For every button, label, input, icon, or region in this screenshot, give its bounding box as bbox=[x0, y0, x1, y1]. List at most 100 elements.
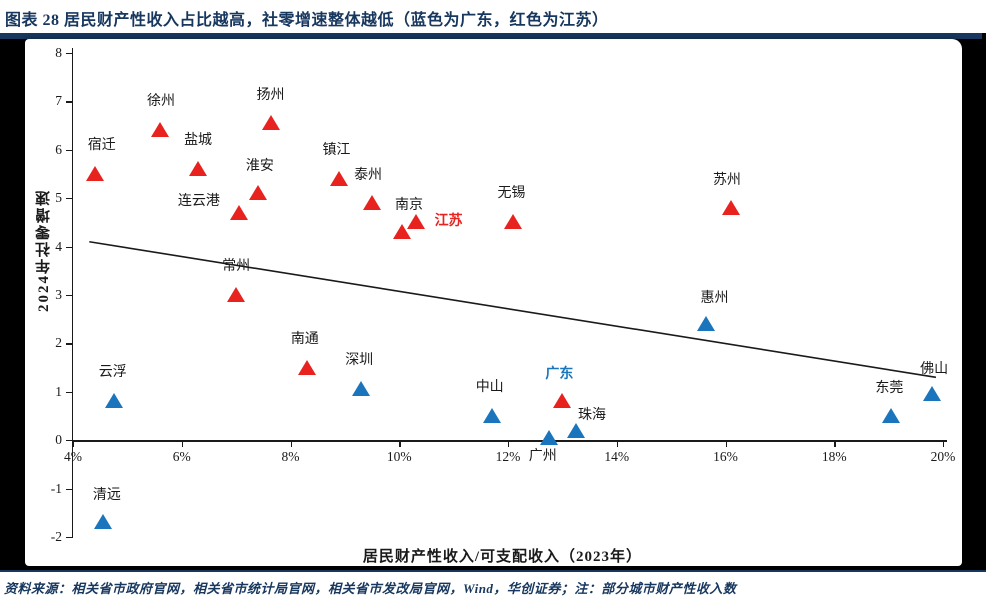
scatter-point bbox=[330, 170, 349, 186]
y-tick-label: 6 bbox=[55, 141, 62, 157]
point-label: 泰州 bbox=[354, 168, 383, 184]
point-label: 江苏 bbox=[434, 214, 463, 230]
x-tick-label: 18% bbox=[821, 449, 847, 465]
scatter-point bbox=[229, 204, 248, 220]
scatter-point bbox=[392, 224, 411, 240]
x-tick bbox=[181, 440, 184, 448]
y-tick-label: 7 bbox=[55, 93, 62, 109]
y-tick bbox=[66, 53, 73, 55]
y-tick bbox=[66, 101, 73, 103]
scatter-point bbox=[297, 359, 316, 375]
point-label: 东莞 bbox=[875, 381, 904, 396]
point-label: 南通 bbox=[290, 331, 319, 347]
x-tick bbox=[399, 440, 401, 448]
footer-divider bbox=[0, 570, 986, 572]
x-tick bbox=[725, 440, 727, 448]
x-tick-label: 6% bbox=[172, 449, 191, 465]
point-label: 徐州 bbox=[147, 94, 175, 110]
y-tick bbox=[66, 149, 73, 152]
point-label: 广东 bbox=[545, 367, 574, 383]
point-label: 云浮 bbox=[98, 365, 127, 381]
y-axis-line bbox=[72, 48, 74, 537]
scatter-point bbox=[882, 408, 901, 423]
y-tick-label: 8 bbox=[55, 45, 62, 60]
scatter-point bbox=[721, 199, 740, 215]
scatter-point bbox=[504, 214, 523, 230]
x-tick-label: 10% bbox=[386, 449, 412, 465]
y-tick bbox=[66, 537, 73, 539]
trend-line-layer bbox=[89, 240, 937, 379]
scatter-point bbox=[151, 122, 169, 138]
x-tick-label: 8% bbox=[281, 449, 300, 465]
x-tick bbox=[943, 440, 945, 448]
scatter-point bbox=[352, 381, 371, 397]
scatter-point bbox=[363, 195, 382, 211]
scatter-point bbox=[406, 214, 425, 230]
x-tick bbox=[508, 440, 510, 448]
scatter-point bbox=[262, 115, 281, 131]
point-label: 中山 bbox=[475, 380, 504, 395]
point-label: 珠海 bbox=[577, 407, 606, 423]
point-label: 盐城 bbox=[184, 133, 213, 149]
x-tick-label: 4% bbox=[64, 449, 82, 465]
y-tick-label: -2 bbox=[50, 529, 62, 544]
x-tick bbox=[834, 440, 836, 448]
point-label: 无锡 bbox=[497, 186, 526, 202]
point-label: 南京 bbox=[394, 198, 423, 214]
y-tick bbox=[66, 246, 73, 248]
figure-title: 图表 28 居民财产性收入占比越高，社零增速整体越低（蓝色为广东，红色为江苏） bbox=[5, 12, 609, 29]
scatter-point bbox=[566, 422, 585, 438]
y-tick-label: 0 bbox=[55, 432, 62, 448]
point-label: 清远 bbox=[92, 488, 121, 504]
x-axis-title: 居民财产性收入/可支配收入（2023年） bbox=[362, 549, 643, 565]
scatter-point bbox=[539, 429, 558, 445]
y-tick bbox=[66, 198, 73, 200]
x-tick-label: 16% bbox=[713, 449, 738, 465]
point-label: 淮安 bbox=[245, 159, 274, 175]
scatter-point bbox=[697, 316, 716, 332]
scatter-point bbox=[227, 287, 246, 302]
point-label: 连云港 bbox=[177, 193, 220, 209]
y-tick-label: 4 bbox=[55, 238, 62, 254]
x-tick bbox=[73, 440, 75, 448]
scatter-point bbox=[248, 185, 267, 201]
point-label: 苏州 bbox=[712, 172, 741, 188]
footer-bar: 资料来源：相关省市政府官网，相关省市统计局官网，相关省市发改局官网，Wind，华… bbox=[0, 572, 986, 602]
x-tick-label: 14% bbox=[604, 449, 630, 465]
scatter-point bbox=[85, 166, 104, 181]
y-tick-label: 3 bbox=[55, 287, 62, 302]
source-note: 资料来源：相关省市政府官网，相关省市统计局官网，相关省市发改局官网，Wind，华… bbox=[4, 581, 737, 596]
point-label: 广州 bbox=[528, 448, 557, 464]
figure-title-bar: 图表 28 居民财产性收入占比越高，社零增速整体越低（蓝色为广东，红色为江苏） bbox=[0, 0, 986, 33]
point-label: 镇江 bbox=[322, 142, 351, 158]
scatter-point bbox=[553, 393, 572, 409]
x-axis-line bbox=[73, 440, 947, 442]
y-tick-label: 5 bbox=[55, 190, 62, 206]
x-tick bbox=[290, 440, 292, 448]
y-tick bbox=[66, 488, 73, 490]
y-tick bbox=[66, 343, 73, 345]
scatter-point bbox=[189, 161, 208, 177]
plot-area: 居民财产性收入/可支配收入（2023年） 8 7 6 5 4 3 2 1 0 -1 -2 4% 6% 8%… bbox=[51, 45, 956, 565]
x-tick-label: 12% bbox=[495, 449, 521, 465]
y-tick-label: 1 bbox=[55, 383, 62, 399]
y-tick-label: -1 bbox=[50, 480, 62, 496]
y-tick bbox=[66, 391, 73, 394]
scatter-point bbox=[482, 408, 501, 423]
x-tick-label: 20% bbox=[930, 449, 956, 465]
y-tick bbox=[66, 295, 73, 297]
scatter-point bbox=[104, 393, 123, 409]
y-tick-label: 2 bbox=[55, 335, 62, 351]
point-label: 常州 bbox=[222, 259, 251, 274]
point-label: 扬州 bbox=[256, 88, 285, 104]
y-tick bbox=[66, 440, 73, 442]
title-divider-bar bbox=[0, 33, 982, 39]
scatter-point bbox=[923, 386, 942, 402]
x-tick bbox=[616, 440, 619, 448]
scatter-point bbox=[93, 514, 112, 530]
point-label: 惠州 bbox=[700, 291, 729, 307]
point-label: 宿迁 bbox=[87, 138, 116, 153]
trend-line bbox=[89, 240, 937, 379]
